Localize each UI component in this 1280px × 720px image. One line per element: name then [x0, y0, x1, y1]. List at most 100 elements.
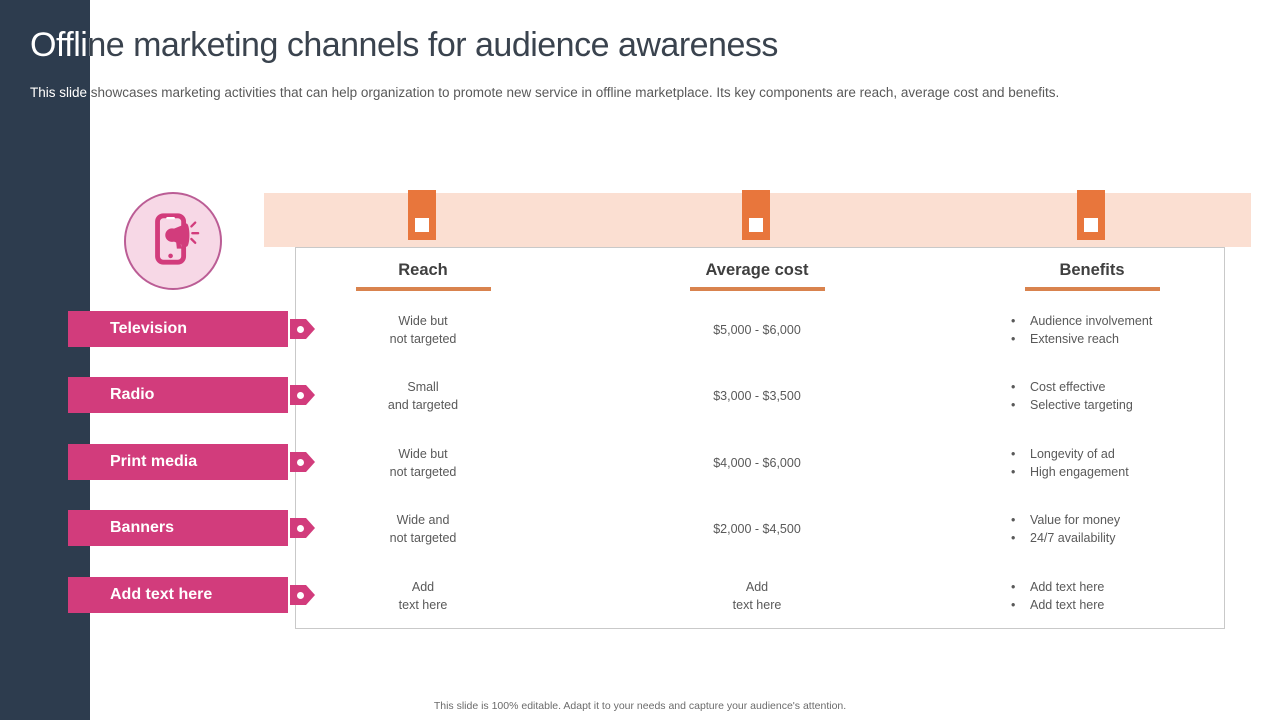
column-header-benefits: Benefits [982, 261, 1202, 291]
cell-line: not targeted [389, 531, 457, 545]
tag-hole [297, 458, 304, 466]
column-header-average-cost: Average cost [647, 261, 867, 291]
bullet-icon: • [1011, 380, 1016, 394]
column-header-label: Average cost [705, 261, 809, 279]
price-tag-pointer-icon [290, 452, 315, 472]
channel-button-radio[interactable]: Radio [68, 377, 288, 413]
bullet-icon: • [1011, 398, 1016, 412]
benefit-item: • 24/7 availability [1011, 529, 1115, 547]
cell-line: Small [407, 380, 439, 394]
channel-button-banners[interactable]: Banners [68, 510, 288, 546]
marker-square [749, 218, 763, 232]
bullet-icon: • [1011, 314, 1016, 328]
benefit-text: 24/7 availability [1030, 531, 1116, 545]
tag-hole [297, 391, 304, 399]
price-tag-pointer-icon [290, 319, 315, 339]
price-tag-pointer-icon [290, 585, 315, 605]
reach-cell: Small and targeted [313, 363, 533, 429]
benefit-text: Add text here [1030, 580, 1105, 594]
slide-subtitle-text: This slide showcases marketing activitie… [30, 85, 1060, 100]
cell-line: not targeted [389, 465, 457, 479]
bullet-icon: • [1011, 580, 1016, 594]
cell-line: $5,000 - $6,000 [713, 323, 801, 337]
price-tag-pointer-icon [290, 385, 315, 405]
bullet-icon: • [1011, 465, 1016, 479]
header-underline [355, 287, 491, 291]
benefit-item: • Cost effective [1011, 378, 1106, 396]
reach-cell: Add text here [313, 563, 533, 629]
hero-icon-badge [124, 192, 222, 290]
channel-button-print-media[interactable]: Print media [68, 444, 288, 480]
column-marker-icon [742, 190, 770, 240]
cell-line: Wide but [398, 447, 448, 461]
header-underline [689, 287, 825, 291]
cost-cell: $2,000 - $4,500 [647, 496, 867, 562]
cell-line: $3,000 - $3,500 [713, 389, 801, 403]
bullet-icon: • [1011, 447, 1016, 461]
reach-cell: Wide and not targeted [313, 496, 533, 562]
channel-button-television[interactable]: Television [68, 311, 288, 347]
table-row: Wide but not targeted $4,000 - $6,000 • L… [296, 430, 1224, 496]
cell-line: $4,000 - $6,000 [713, 456, 801, 470]
column-header-reach: Reach [313, 261, 533, 291]
benefit-text: Add text here [1030, 598, 1105, 612]
cell-line: and targeted [387, 398, 459, 412]
cell-line: not targeted [389, 332, 457, 346]
benefit-item: • Add text here [1011, 596, 1104, 614]
tag-hole [297, 591, 304, 599]
marker-square [1084, 218, 1098, 232]
benefits-cell: • Add text here • Add text here [1011, 563, 1221, 629]
column-header-label: Benefits [1059, 261, 1125, 279]
reach-cell: Wide but not targeted [313, 430, 533, 496]
smartphone-megaphone-icon [144, 210, 202, 273]
benefit-text: High engagement [1030, 465, 1129, 479]
benefit-item: • High engagement [1011, 463, 1129, 481]
cost-cell: Add text here [647, 563, 867, 629]
bullet-icon: • [1011, 513, 1016, 527]
benefit-item: • Add text here [1011, 578, 1104, 596]
page-title: Offline marketing channels for audience … [30, 26, 1130, 65]
benefit-text: Selective targeting [1030, 398, 1133, 412]
cost-cell: $5,000 - $6,000 [647, 297, 867, 363]
header-underline [1024, 287, 1160, 291]
table-row: Small and targeted $3,000 - $3,500 • Cost… [296, 363, 1224, 429]
benefits-cell: • Audience involvement • Extensive reach [1011, 297, 1221, 363]
table-header-band [264, 190, 1251, 247]
table-row: Wide but not targeted $5,000 - $6,000 • A… [296, 297, 1224, 363]
benefit-item: • Value for money [1011, 511, 1120, 529]
column-header-label: Reach [398, 261, 448, 279]
cell-line: text here [732, 598, 782, 612]
cell-line: Wide but [398, 314, 448, 328]
cost-cell: $4,000 - $6,000 [647, 430, 867, 496]
comparison-table: Reach Average cost Benefits Wide but not… [295, 247, 1225, 629]
tag-hole [297, 524, 304, 532]
marker-square [415, 218, 429, 232]
page-title-text: Offline marketing channels for audience … [30, 26, 778, 64]
benefit-item: • Selective targeting [1011, 396, 1133, 414]
benefit-text: Audience involvement [1030, 314, 1153, 328]
benefits-cell: • Longevity of ad • High engagement [1011, 430, 1221, 496]
cell-line: Wide and [396, 513, 450, 527]
benefit-item: • Longevity of ad [1011, 445, 1115, 463]
cell-line: Add [411, 580, 435, 594]
benefit-item: • Audience involvement [1011, 312, 1152, 330]
benefits-cell: • Value for money • 24/7 availability [1011, 496, 1221, 562]
cell-line: text here [398, 598, 448, 612]
bullet-icon: • [1011, 531, 1016, 545]
benefit-text: Extensive reach [1030, 332, 1119, 346]
benefit-item: • Extensive reach [1011, 330, 1119, 348]
cell-line: Add [745, 580, 769, 594]
tag-hole [297, 325, 304, 333]
price-tag-pointer-icon [290, 518, 315, 538]
cell-line: $2,000 - $4,500 [713, 522, 801, 536]
footer-note: This slide is 100% editable. Adapt it to… [433, 700, 847, 712]
benefit-text: Value for money [1030, 513, 1121, 527]
table-row: Add text here Add text here • Add text he… [296, 563, 1224, 629]
column-marker-icon [408, 190, 436, 240]
table-row: Wide and not targeted $2,000 - $4,500 • V… [296, 496, 1224, 562]
benefit-text: Longevity of ad [1030, 447, 1115, 461]
channel-button-add-text[interactable]: Add text here [68, 577, 288, 613]
bullet-icon: • [1011, 332, 1016, 346]
reach-cell: Wide but not targeted [313, 297, 533, 363]
